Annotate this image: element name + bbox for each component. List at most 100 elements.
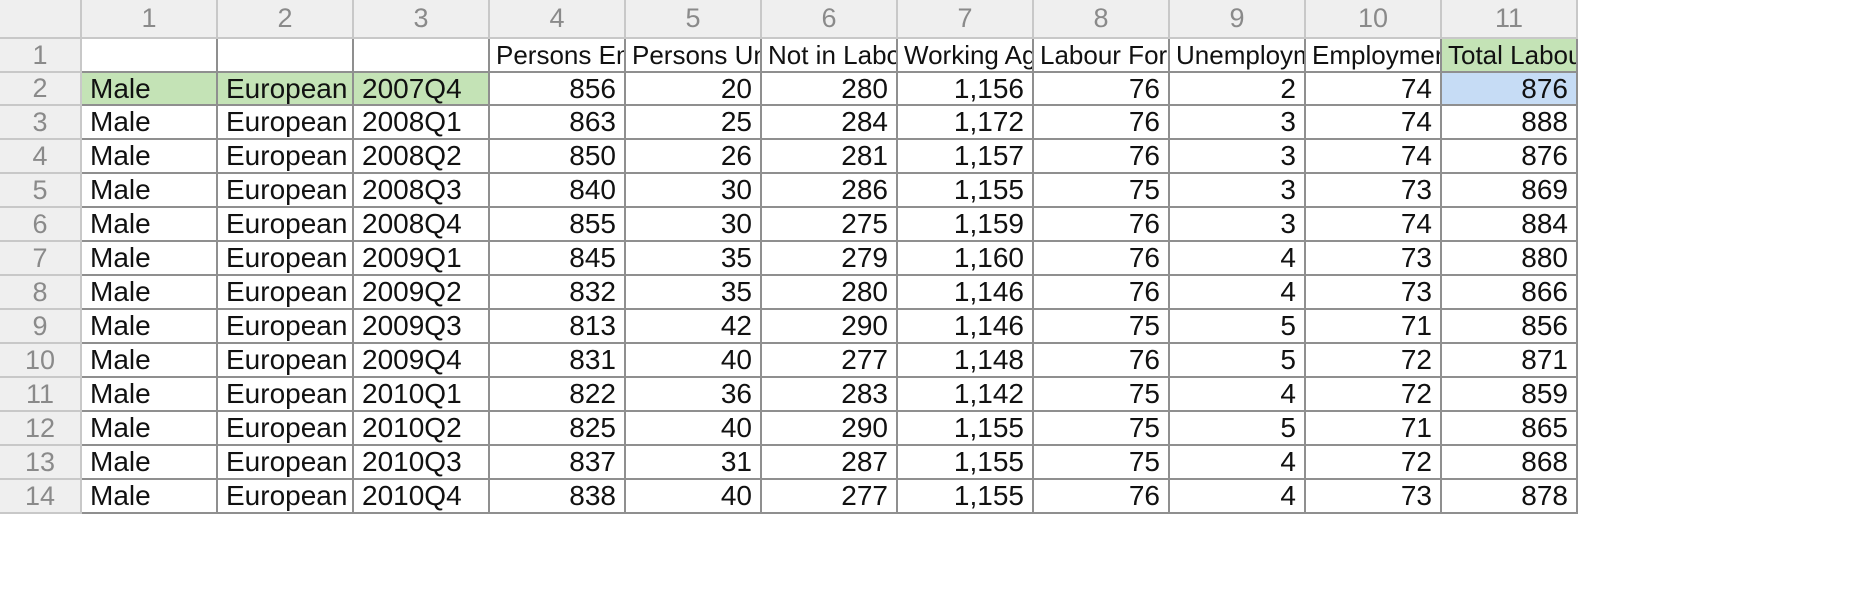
data-cell[interactable]: 2008Q4 <box>354 208 490 242</box>
data-cell[interactable]: 76 <box>1034 106 1170 140</box>
data-cell[interactable]: European O <box>218 310 354 344</box>
data-cell[interactable]: 277 <box>762 344 898 378</box>
data-cell[interactable]: European O <box>218 242 354 276</box>
data-cell[interactable]: 876 <box>1442 140 1578 174</box>
data-cell[interactable]: 1,155 <box>898 480 1034 514</box>
data-cell[interactable]: 290 <box>762 310 898 344</box>
data-cell[interactable]: European O <box>218 140 354 174</box>
data-cell[interactable]: 20 <box>626 73 762 106</box>
data-cell[interactable]: Male <box>82 446 218 480</box>
row-header[interactable]: 3 <box>0 106 82 140</box>
data-cell[interactable]: 74 <box>1306 106 1442 140</box>
data-cell[interactable]: Male <box>82 344 218 378</box>
data-cell[interactable]: 1,155 <box>898 412 1034 446</box>
data-cell[interactable]: 840 <box>490 174 626 208</box>
column-header[interactable]: 6 <box>762 0 898 39</box>
data-cell[interactable]: 290 <box>762 412 898 446</box>
data-cell[interactable]: 878 <box>1442 480 1578 514</box>
data-cell[interactable]: 855 <box>490 208 626 242</box>
data-cell[interactable]: 5 <box>1170 412 1306 446</box>
data-cell[interactable]: 4 <box>1170 242 1306 276</box>
row-header[interactable]: 6 <box>0 208 82 242</box>
data-cell[interactable]: 831 <box>490 344 626 378</box>
data-cell[interactable]: 3 <box>1170 140 1306 174</box>
data-cell[interactable]: 76 <box>1034 208 1170 242</box>
data-cell[interactable]: 871 <box>1442 344 1578 378</box>
data-cell[interactable]: 72 <box>1306 378 1442 412</box>
row-header[interactable]: 12 <box>0 412 82 446</box>
row-header[interactable]: 2 <box>0 73 82 106</box>
data-cell[interactable]: 2010Q3 <box>354 446 490 480</box>
data-cell[interactable]: 72 <box>1306 344 1442 378</box>
data-cell[interactable]: 2 <box>1170 73 1306 106</box>
data-cell[interactable]: 75 <box>1034 310 1170 344</box>
column-header[interactable]: 3 <box>354 0 490 39</box>
data-cell[interactable]: 71 <box>1306 310 1442 344</box>
data-cell[interactable]: 284 <box>762 106 898 140</box>
row-header[interactable]: 8 <box>0 276 82 310</box>
data-cell[interactable]: 72 <box>1306 446 1442 480</box>
row-header[interactable]: 11 <box>0 378 82 412</box>
data-cell[interactable]: 42 <box>626 310 762 344</box>
data-cell[interactable]: 3 <box>1170 106 1306 140</box>
data-cell[interactable]: 837 <box>490 446 626 480</box>
data-cell[interactable]: 25 <box>626 106 762 140</box>
data-cell[interactable]: 845 <box>490 242 626 276</box>
data-cell[interactable]: 279 <box>762 242 898 276</box>
data-cell[interactable]: 73 <box>1306 174 1442 208</box>
data-cell[interactable]: 2008Q2 <box>354 140 490 174</box>
column-header[interactable]: 5 <box>626 0 762 39</box>
data-cell[interactable]: 35 <box>626 276 762 310</box>
data-cell[interactable]: 1,160 <box>898 242 1034 276</box>
data-cell[interactable]: European O <box>218 276 354 310</box>
data-cell[interactable]: European O <box>218 412 354 446</box>
data-cell[interactable]: Male <box>82 480 218 514</box>
data-cell[interactable]: 859 <box>1442 378 1578 412</box>
column-header[interactable]: 10 <box>1306 0 1442 39</box>
data-cell[interactable]: 74 <box>1306 208 1442 242</box>
data-cell-highlighted[interactable]: Male <box>82 73 218 106</box>
data-cell[interactable]: Male <box>82 378 218 412</box>
data-cell[interactable]: European O <box>218 480 354 514</box>
data-cell-highlighted[interactable]: 2007Q4 <box>354 73 490 106</box>
data-cell[interactable]: 4 <box>1170 446 1306 480</box>
data-cell[interactable]: 75 <box>1034 174 1170 208</box>
data-cell[interactable]: 75 <box>1034 446 1170 480</box>
data-cell[interactable]: 1,142 <box>898 378 1034 412</box>
data-cell[interactable]: 36 <box>626 378 762 412</box>
data-cell[interactable]: 884 <box>1442 208 1578 242</box>
column-header[interactable]: 7 <box>898 0 1034 39</box>
data-cell[interactable]: 865 <box>1442 412 1578 446</box>
data-cell[interactable]: 822 <box>490 378 626 412</box>
data-cell[interactable]: 76 <box>1034 480 1170 514</box>
data-cell[interactable]: 2009Q1 <box>354 242 490 276</box>
row-header[interactable]: 1 <box>0 39 82 73</box>
column-title-cell[interactable]: Working Ag <box>898 39 1034 73</box>
data-cell[interactable]: 280 <box>762 276 898 310</box>
data-cell[interactable]: 26 <box>626 140 762 174</box>
data-cell[interactable]: Male <box>82 106 218 140</box>
column-header[interactable]: 2 <box>218 0 354 39</box>
data-cell[interactable]: 1,148 <box>898 344 1034 378</box>
data-cell[interactable]: European O <box>218 378 354 412</box>
data-cell[interactable]: Male <box>82 208 218 242</box>
data-cell[interactable]: 40 <box>626 344 762 378</box>
column-title-cell[interactable] <box>218 39 354 73</box>
data-cell[interactable]: 1,159 <box>898 208 1034 242</box>
column-title-cell[interactable]: Labour Forc <box>1034 39 1170 73</box>
column-header[interactable]: 8 <box>1034 0 1170 39</box>
column-title-cell[interactable] <box>82 39 218 73</box>
data-cell[interactable]: 1,156 <box>898 73 1034 106</box>
data-cell[interactable]: 76 <box>1034 73 1170 106</box>
data-cell[interactable]: 850 <box>490 140 626 174</box>
data-cell[interactable]: 74 <box>1306 140 1442 174</box>
data-cell[interactable]: 888 <box>1442 106 1578 140</box>
data-cell[interactable]: 2008Q1 <box>354 106 490 140</box>
data-cell[interactable]: 4 <box>1170 480 1306 514</box>
data-cell-highlighted[interactable]: European O <box>218 73 354 106</box>
data-cell[interactable]: Male <box>82 140 218 174</box>
data-cell[interactable]: European O <box>218 446 354 480</box>
selected-cell[interactable]: 876 <box>1442 73 1578 106</box>
row-header[interactable]: 9 <box>0 310 82 344</box>
